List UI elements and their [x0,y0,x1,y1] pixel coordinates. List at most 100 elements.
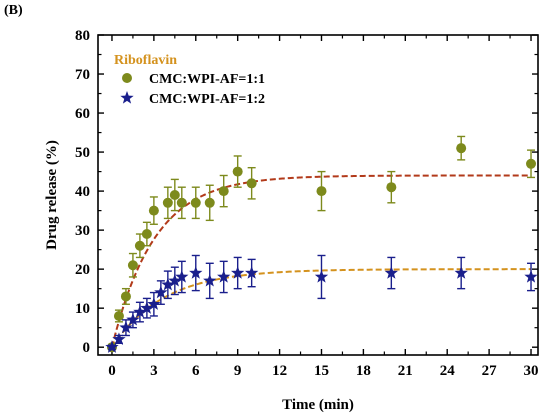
point-s2-1 [112,332,126,346]
point-s1-8 [169,178,180,212]
marker-s2-11 [189,266,203,279]
y-tick-label-6: 60 [75,106,90,122]
marker-s1-15 [316,186,327,197]
y-tick-label-8: 80 [75,28,90,44]
y-tick-label-1: 10 [75,301,90,317]
legend-label-1: CMC:WPI-AF=1:1 [149,72,265,87]
x-axis-title: Time (min) [282,397,354,413]
marker-s1-6 [148,205,159,216]
point-s2-2 [119,319,133,337]
marker-s1-13 [232,166,243,177]
marker-s1-3 [127,260,138,271]
legend-entry-2: CMC:WPI-AF=1:2 [120,91,265,107]
point-s1-15 [316,170,327,212]
marker-s1-16 [386,182,397,193]
marker-s1-4 [134,240,145,251]
legend-marker-1 [122,73,132,83]
x-tick-label-7: 21 [398,363,413,379]
marker-s2-19 [524,269,538,283]
marker-s1-18 [526,158,537,169]
y-tick-label-7: 70 [75,67,90,83]
marker-s1-11 [204,197,215,208]
point-s2-5 [140,297,154,319]
y-tick-label-4: 40 [75,184,90,200]
point-s1-11 [204,184,215,222]
marker-s1-9 [176,197,187,208]
marker-s2-7 [154,285,168,299]
marker-s2-13 [217,269,231,283]
marker-s2-14 [231,266,245,279]
x-tick-label-2: 6 [192,363,200,379]
marker-s2-15 [244,266,259,279]
marker-s1-12 [218,186,229,197]
point-s1-6 [148,196,159,225]
y-tick-label-0: 0 [83,340,91,356]
point-s1-12 [218,174,229,208]
x-tick-label-4: 12 [272,363,287,379]
x-axis: 0 3 6 9 12 15 18 21 24 27 30 [108,35,539,379]
marker-s2-6 [147,297,161,310]
marker-s2-16 [314,269,329,283]
point-s1-9 [176,186,187,220]
point-s1-4 [134,233,145,259]
point-s1-14 [246,166,257,200]
marker-s2-9 [168,273,182,287]
point-s1-1 [113,309,124,323]
point-s1-2 [120,287,131,305]
marker-s1-14 [246,178,257,189]
point-s1-13 [232,155,243,188]
marker-s2-12 [203,273,217,287]
legend-label-2: CMC:WPI-AF=1:2 [149,92,265,107]
point-s2-9 [168,266,182,296]
marker-s1-2 [120,291,131,302]
y-tick-label-5: 50 [75,145,90,161]
point-s1-7 [162,186,173,220]
point-s2-19 [524,262,538,292]
legend: Riboflavin CMC:WPI-AF=1:1 CMC:WPI-AF=1:2 [114,53,265,107]
legend-title: Riboflavin [114,53,177,68]
data-points [105,135,538,353]
marker-s1-17 [456,143,467,154]
point-s2-11 [189,254,203,292]
marker-s2-4 [133,305,147,318]
point-s2-3 [126,311,140,329]
marker-s2-3 [126,312,140,326]
point-s2-17 [384,256,398,290]
point-s2-7 [154,280,168,305]
point-s2-8 [161,270,175,300]
x-tick-label-9: 27 [482,363,498,379]
x-tick-label-5: 15 [314,363,329,379]
point-s2-0 [105,340,119,353]
point-s2-6 [147,291,161,317]
point-s2-16 [314,254,329,300]
marker-s2-10 [175,269,189,283]
marker-s2-1 [112,332,126,346]
legend-marker-2 [120,91,134,104]
point-s1-5 [141,221,152,247]
panel-label: (B) [4,3,23,18]
x-tick-label-8: 24 [440,363,456,379]
point-s2-4 [133,301,147,323]
x-tick-label-6: 18 [356,363,371,379]
marker-s2-17 [384,266,398,279]
marker-s2-5 [140,301,154,314]
marker-s1-8 [169,190,180,200]
plot-frame [97,34,539,356]
point-s2-10 [175,260,189,294]
y-tick-label-3: 30 [75,223,90,239]
legend-entry-1: CMC:WPI-AF=1:1 [122,72,265,87]
marker-s1-10 [190,197,201,208]
x-tick-label-3: 9 [234,363,242,379]
point-s2-12 [203,262,217,300]
point-s1-10 [190,186,201,220]
x-tick-label-1: 3 [150,363,158,379]
point-s2-14 [231,256,245,290]
point-s2-18 [454,256,468,290]
marker-s2-18 [454,266,468,279]
x-tick-label-0: 0 [108,363,116,379]
marker-s2-2 [119,320,133,334]
point-s1-16 [386,170,397,204]
point-s2-13 [217,260,231,294]
marker-s2-0 [105,340,119,353]
